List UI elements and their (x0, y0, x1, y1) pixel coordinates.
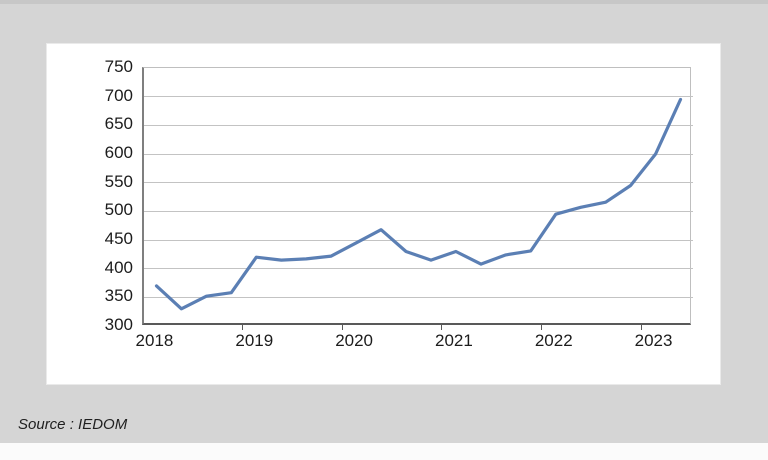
y-tick-label-450: 450 (104, 229, 133, 248)
data-line-series-1 (154, 97, 683, 311)
x-tick-label-2018: 2018 (135, 331, 174, 350)
page-bottom-strip (0, 443, 768, 460)
y-tick-label-350: 350 (104, 286, 133, 306)
plot-area (142, 67, 693, 325)
y-tick-label-600: 600 (104, 143, 133, 162)
y-tick-label-650: 650 (104, 114, 133, 134)
y-tick-label-550: 550 (104, 171, 133, 191)
y-tick-label-700: 700 (104, 85, 133, 105)
x-tick-2019 (241, 325, 243, 330)
x-tick-label-2019: 2019 (235, 331, 274, 350)
y-tick-label-400: 400 (104, 257, 133, 277)
source-note: Source : IEDOM (18, 416, 128, 433)
x-tick-label-2020: 2020 (335, 331, 374, 350)
gridline-600 (144, 153, 693, 155)
gridline-400 (144, 268, 693, 270)
x-tick-2021 (441, 325, 443, 330)
gridline-350 (144, 296, 693, 298)
x-tick-2022 (541, 325, 543, 330)
gridline-700 (144, 96, 693, 98)
window-top-edge (0, 0, 768, 4)
x-tick-label-2021: 2021 (435, 331, 473, 350)
x-tick-label-2022: 2022 (534, 331, 573, 350)
gridline-550 (144, 182, 693, 184)
y-tick-label-500: 500 (104, 200, 133, 220)
gridline-650 (144, 124, 693, 126)
x-tick-2020 (341, 325, 343, 330)
chart-panel: 300 350 400 450 500 550 600 650 700 750 2018 2019 2… (46, 43, 721, 385)
line-chart (154, 97, 683, 311)
x-tick-label-2023: 2023 (634, 331, 673, 350)
y-tick-label-750: 750 (104, 57, 133, 76)
gridline-500 (144, 210, 693, 212)
x-tick-2023 (641, 325, 643, 330)
gridline-450 (144, 239, 693, 241)
y-tick-label-300: 300 (104, 315, 133, 334)
